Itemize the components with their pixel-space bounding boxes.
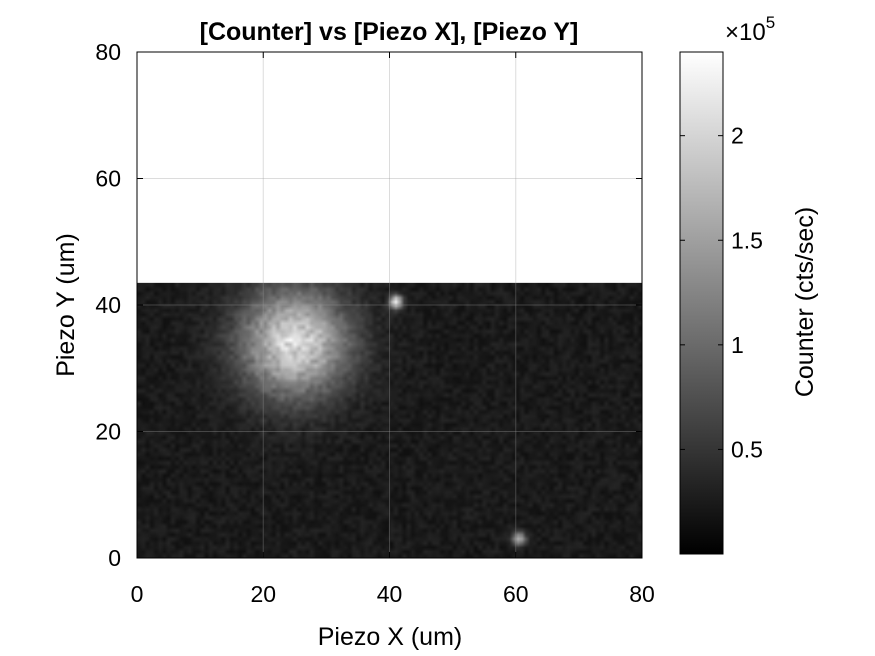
axis-ticks (136, 51, 643, 559)
x-axis-label: Piezo X (um) (318, 623, 462, 651)
colorbar-label: Counter (cts/sec) (791, 207, 819, 397)
colorbar-ticks (680, 135, 723, 450)
x-tick-label: 20 (250, 581, 276, 607)
colorbar-tick-label: 1.5 (731, 227, 763, 253)
y-tick-label: 0 (108, 545, 121, 571)
y-tick-label: 80 (95, 39, 121, 65)
x-tick-label: 0 (131, 581, 144, 607)
grid-lines (137, 52, 642, 558)
y-axis-tick-labels: 0 20 40 60 80 (95, 39, 121, 571)
y-tick-label: 40 (95, 292, 121, 318)
heatmap-image (137, 282, 642, 558)
colorbar-tick-label: 0.5 (731, 436, 763, 462)
x-tick-label: 40 (377, 581, 403, 607)
y-tick-label: 60 (95, 166, 121, 192)
colorbar: 0.5 1 1.5 2 ×105 Counter (cts/sec) (679, 13, 819, 555)
colorbar-tick-label: 2 (731, 123, 744, 149)
chart-title: [Counter] vs [Piezo X], [Piezo Y] (200, 18, 579, 46)
y-tick-label: 20 (95, 419, 121, 445)
y-axis-label: Piezo Y (um) (52, 233, 80, 377)
x-axis-tick-labels: 0 20 40 60 80 (131, 581, 655, 607)
x-tick-label: 80 (629, 581, 655, 607)
plot-area (136, 51, 643, 559)
colorbar-exponent: 5 (766, 13, 775, 32)
colorbar-tick-labels: 0.5 1 1.5 2 (731, 123, 763, 463)
x-tick-label: 60 (503, 581, 529, 607)
colorbar-multiplier: ×105 (725, 13, 775, 46)
colorbar-tick-label: 1 (731, 332, 744, 358)
unscanned-region (137, 52, 642, 284)
colorbar-gradient (679, 51, 724, 555)
